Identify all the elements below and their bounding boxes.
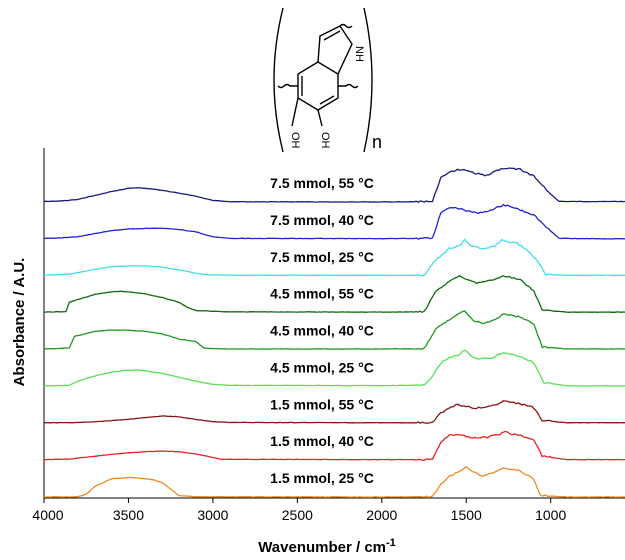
x-tick-label: 2500 bbox=[282, 507, 313, 523]
series-line bbox=[44, 167, 625, 203]
x-axis-title: Wavenumber / cm-1 bbox=[258, 537, 396, 556]
series-line bbox=[43, 400, 625, 424]
right-bracket bbox=[363, 7, 373, 153]
nh-label: NH bbox=[353, 46, 365, 62]
series-label: 1.5 mmol, 25 °C bbox=[270, 470, 374, 486]
ring-inner-bond bbox=[319, 95, 335, 105]
series-label: 4.5 mmol, 55 °C bbox=[270, 286, 374, 302]
x-tick-label: 3000 bbox=[197, 507, 228, 523]
series-line bbox=[43, 275, 625, 314]
series-line bbox=[43, 310, 625, 350]
y-axis-title: Absorbance / A.U. bbox=[11, 258, 28, 387]
series-line bbox=[43, 203, 625, 240]
series-line bbox=[44, 238, 625, 277]
series-label: 1.5 mmol, 40 °C bbox=[270, 433, 374, 449]
oh-label-left: OH bbox=[289, 132, 301, 149]
series-label: 4.5 mmol, 40 °C bbox=[270, 323, 374, 339]
x-tick-label: 1500 bbox=[451, 507, 482, 523]
x-ticks: 4000 3500 3000 2500 2000 1500 1000 bbox=[32, 498, 566, 523]
wavy-link-top bbox=[339, 23, 353, 29]
series-label: 4.5 mmol, 25 °C bbox=[270, 359, 374, 375]
x-tick-label: 3500 bbox=[113, 507, 144, 523]
pyrrole-double-bond bbox=[323, 30, 341, 41]
series-labels: 7.5 mmol, 55 °C 7.5 mmol, 40 °C 7.5 mmol, … bbox=[270, 175, 374, 486]
series-line bbox=[43, 349, 625, 387]
left-bracket bbox=[273, 7, 284, 153]
x-tick-label: 1000 bbox=[535, 507, 566, 523]
oh-bond-left bbox=[291, 97, 299, 127]
series-label: 7.5 mmol, 40 °C bbox=[270, 212, 374, 228]
oh-bond-right bbox=[317, 109, 323, 127]
series-label: 1.5 mmol, 55 °C bbox=[270, 396, 374, 412]
series-label: 7.5 mmol, 55 °C bbox=[270, 175, 374, 191]
x-tick-label: 4000 bbox=[32, 507, 63, 523]
series-line bbox=[44, 466, 625, 499]
series-line bbox=[43, 430, 625, 461]
polymer-structure-drawing bbox=[273, 7, 373, 153]
oh-label-right: OH bbox=[319, 132, 331, 149]
x-tick-label: 2000 bbox=[366, 507, 397, 523]
wavy-link-left bbox=[277, 83, 298, 89]
series-label: 7.5 mmol, 25 °C bbox=[270, 249, 374, 265]
wavy-link-right bbox=[338, 83, 359, 89]
benzene-ring bbox=[297, 61, 339, 111]
series-lines bbox=[43, 167, 625, 499]
repeat-unit-n: n bbox=[372, 132, 382, 152]
